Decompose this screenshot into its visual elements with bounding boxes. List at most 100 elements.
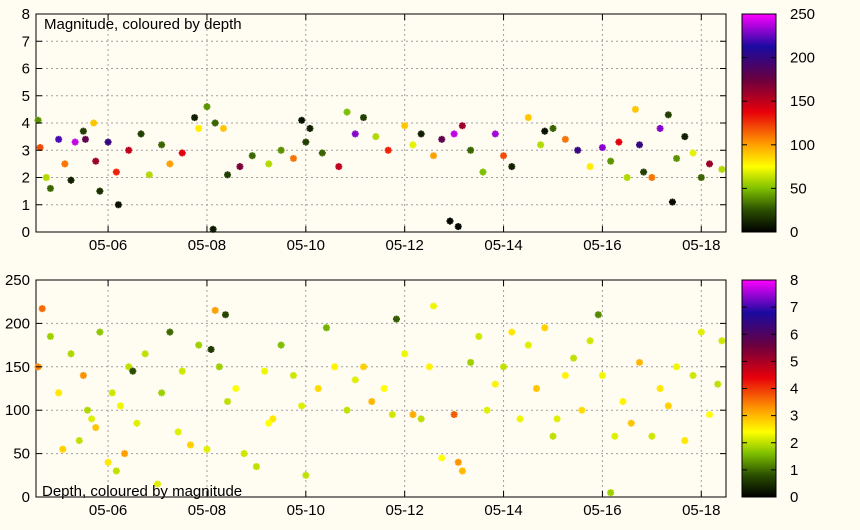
chart-title-depth: Depth, coloured by magnitude	[42, 483, 242, 500]
data-point	[392, 315, 400, 323]
data-point	[125, 146, 133, 154]
data-point	[125, 363, 133, 371]
data-point	[236, 163, 244, 171]
data-point	[648, 432, 656, 440]
y-tick-label: 100	[5, 402, 30, 419]
data-point	[166, 328, 174, 336]
data-point	[221, 311, 229, 319]
data-point	[289, 154, 297, 162]
data-point	[232, 385, 240, 392]
y-tick-label: 6	[22, 61, 30, 78]
data-point	[104, 458, 112, 466]
data-point	[409, 411, 417, 419]
data-point	[92, 157, 100, 165]
data-point	[240, 450, 248, 458]
data-point	[331, 363, 339, 371]
data-point	[67, 350, 75, 358]
data-point	[42, 174, 50, 181]
data-point	[141, 350, 149, 358]
y-tick-label: 3	[22, 142, 30, 159]
data-point	[718, 165, 726, 173]
x-tick-label: 05-06	[89, 237, 127, 254]
data-point	[83, 406, 91, 414]
data-point	[137, 130, 145, 138]
data-point	[537, 141, 545, 149]
data-point	[298, 116, 306, 124]
data-point	[298, 402, 306, 410]
data-point	[158, 389, 166, 397]
colorbar-magnitude	[741, 279, 777, 498]
colorbar-tick-label: 100	[790, 137, 815, 154]
data-point	[207, 345, 215, 353]
data-point	[454, 458, 462, 466]
data-point	[689, 371, 697, 379]
data-point	[508, 328, 516, 336]
data-point	[681, 437, 689, 445]
data-point	[611, 432, 619, 440]
data-point	[209, 225, 217, 233]
data-point	[166, 160, 174, 168]
x-tick-label: 05-16	[583, 237, 621, 254]
data-point	[500, 152, 508, 160]
data-point	[335, 163, 343, 171]
data-point	[623, 174, 631, 181]
data-point	[314, 385, 322, 392]
x-tick-label: 05-14	[484, 502, 522, 519]
data-point	[409, 141, 417, 149]
data-point	[401, 122, 409, 130]
colorbar-tick-label: 8	[790, 272, 798, 289]
x-tick-label: 05-06	[89, 502, 127, 519]
data-point	[401, 350, 409, 358]
colorbar-tick-label: 0	[790, 224, 798, 241]
data-point	[467, 146, 475, 154]
data-point	[388, 411, 396, 419]
data-point	[508, 163, 516, 171]
colorbar-tick-label: 6	[790, 326, 798, 343]
data-point	[533, 385, 541, 392]
y-ticks-magnitude: 0 1 2 3 4 5 6 7 8	[22, 6, 726, 241]
y-tick-label: 7	[22, 33, 30, 50]
data-point	[351, 130, 359, 138]
data-point	[372, 133, 380, 141]
data-point	[475, 332, 483, 340]
data-point	[59, 445, 67, 453]
data-point	[574, 146, 582, 154]
data-point	[673, 363, 681, 371]
data-point	[500, 363, 508, 371]
data-point	[75, 437, 83, 445]
data-point	[706, 411, 714, 419]
data-point	[261, 367, 269, 375]
y-tick-label: 8	[22, 6, 30, 23]
data-point	[71, 138, 79, 146]
data-point	[697, 174, 705, 181]
points-depth	[34, 302, 726, 497]
data-point	[598, 144, 606, 152]
data-point	[619, 398, 627, 406]
data-point	[607, 489, 615, 497]
data-point	[154, 480, 162, 488]
data-point	[479, 168, 487, 176]
colorbar-tick-label: 150	[790, 93, 815, 110]
x-tick-label: 05-08	[188, 502, 226, 519]
data-point	[524, 114, 532, 122]
data-point	[252, 463, 260, 471]
data-point	[318, 149, 326, 157]
data-point	[491, 130, 499, 138]
data-point	[714, 380, 722, 388]
data-point	[306, 124, 314, 132]
data-point	[570, 354, 578, 362]
data-point	[541, 324, 549, 332]
data-point	[133, 419, 141, 427]
data-point	[302, 471, 310, 479]
data-point	[191, 114, 199, 122]
data-point	[203, 103, 211, 111]
y-ticks-depth: 0 50 100 150 200 250	[5, 272, 726, 506]
data-point	[458, 467, 466, 475]
data-point	[598, 371, 606, 379]
data-point	[351, 376, 359, 384]
points-magnitude	[34, 103, 726, 233]
data-point	[211, 306, 219, 314]
data-point	[561, 135, 569, 143]
